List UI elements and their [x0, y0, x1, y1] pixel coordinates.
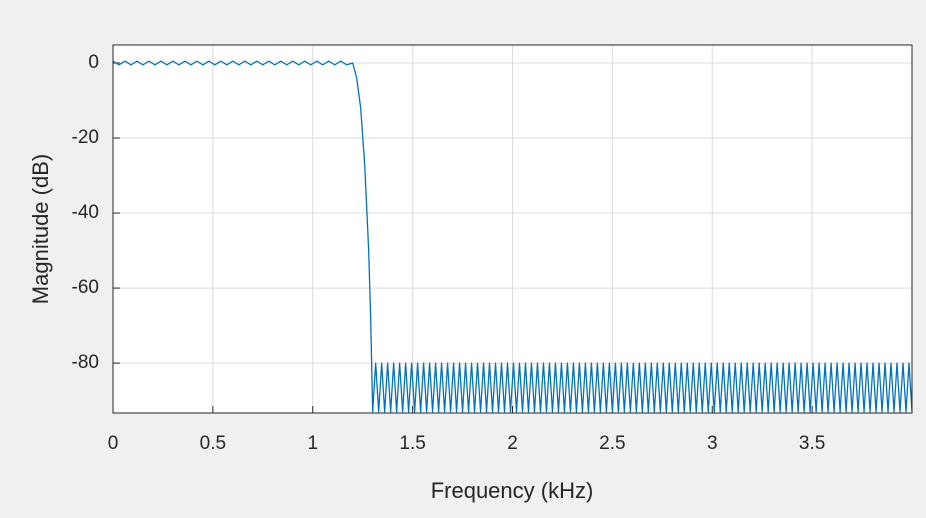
y-tick-label: -60 — [72, 277, 99, 298]
x-tick-label: 2.5 — [599, 433, 625, 454]
x-tick-label: 0.5 — [200, 433, 226, 454]
axes-box — [112, 44, 913, 414]
y-tick-label: -80 — [72, 352, 99, 373]
y-tick-label: -20 — [72, 127, 99, 148]
magnitude-line — [113, 60, 912, 413]
x-tick-label: 1 — [307, 433, 318, 454]
y-tick-label: -40 — [72, 202, 99, 223]
x-tick-label: 0 — [108, 433, 119, 454]
x-tick-label: 3.5 — [799, 433, 825, 454]
x-tick-label: 3 — [707, 433, 718, 454]
data-layer — [113, 60, 912, 413]
x-tick-label: 1.5 — [399, 433, 425, 454]
y-axis-label: Magnitude (dB) — [28, 154, 53, 304]
x-axis-label: Frequency (kHz) — [431, 478, 594, 503]
x-tick-label: 2 — [507, 433, 518, 454]
y-tick-label: 0 — [88, 52, 99, 73]
grid — [112, 45, 912, 413]
